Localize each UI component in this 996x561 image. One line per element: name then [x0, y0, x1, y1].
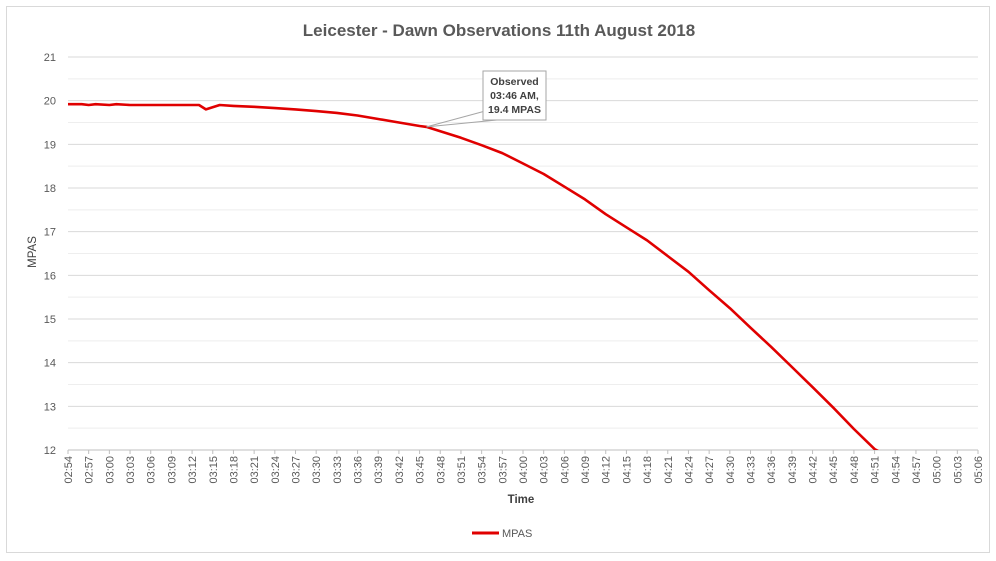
x-axis-ticks: 02:54 02:57 03:00 03:03 03:06 03:09 03:12 03:15…	[63, 450, 985, 484]
x-tick-label: 04:36	[766, 456, 778, 484]
x-tick-label: 04:33	[746, 456, 758, 484]
x-tick-label: 05:06	[973, 456, 985, 484]
x-tick-label: 04:18	[642, 456, 654, 484]
x-tick-label: 03:15	[208, 456, 220, 484]
x-tick-label: 04:09	[580, 456, 592, 484]
x-tick-label: 03:21	[249, 456, 261, 484]
x-tick-label: 03:03	[125, 456, 137, 484]
x-tick-label: 04:21	[663, 456, 675, 484]
annotation-box	[482, 70, 547, 121]
x-tick-label: 05:03	[952, 456, 964, 484]
y-tick-label: 14	[44, 358, 56, 370]
y-tick-label: 15	[44, 314, 56, 326]
x-tick-label: 03:57	[497, 456, 509, 484]
x-tick-label: 03:33	[332, 456, 344, 484]
y-tick-label: 13	[44, 401, 56, 413]
x-tick-label: 04:00	[518, 456, 530, 484]
x-tick-label: 04:15	[621, 456, 633, 484]
x-tick-label: 04:27	[704, 456, 716, 484]
x-tick-label: 04:12	[601, 456, 613, 484]
x-tick-label: 03:48	[435, 456, 447, 484]
x-tick-label: 04:51	[870, 456, 882, 484]
x-tick-label: 03:09	[166, 456, 178, 484]
y-tick-label: 19	[44, 139, 56, 151]
x-tick-label: 04:24	[683, 456, 695, 484]
x-tick-label: 03:00	[104, 456, 116, 484]
x-tick-label: 04:03	[539, 456, 551, 484]
annotation-leader	[426, 119, 498, 128]
y-tick-label: 12	[44, 445, 56, 457]
x-axis-label: Time	[508, 494, 535, 506]
x-tick-label: 03:24	[270, 456, 282, 484]
legend: MPAS	[472, 528, 532, 540]
y-tick-label: 21	[44, 52, 56, 64]
annotation-text: 03:46 AM,	[490, 90, 539, 102]
x-tick-label: 03:06	[146, 456, 158, 484]
x-tick-label: 04:48	[849, 456, 861, 484]
y-axis-ticks: 21 20 19 18 17 16 15 14 13 12	[44, 52, 56, 457]
x-tick-label: 03:18	[228, 456, 240, 484]
x-tick-label: 03:36	[353, 456, 365, 484]
x-tick-label: 04:57	[911, 456, 923, 484]
chart-title: Leicester - Dawn Observations 11th Augus…	[303, 21, 695, 40]
y-axis-label: MPAS	[27, 236, 39, 268]
series-line-mpas	[68, 102, 879, 450]
y-tick-label: 17	[44, 227, 56, 239]
x-tick-label: 05:00	[932, 456, 944, 484]
x-tick-label: 04:30	[725, 456, 737, 484]
y-tick-label: 16	[44, 270, 56, 282]
x-tick-label: 03:54	[477, 456, 489, 484]
annotation-text: 19.4 MPAS	[488, 104, 541, 116]
x-tick-label: 03:51	[456, 456, 468, 484]
x-tick-label: 04:45	[828, 456, 840, 484]
annotation-text: Observed	[490, 76, 538, 88]
x-tick-label: 02:57	[84, 456, 96, 484]
x-tick-label: 03:42	[394, 456, 406, 484]
x-tick-label: 03:45	[415, 456, 427, 484]
x-tick-label: 03:30	[311, 456, 323, 484]
y-tick-label: 20	[44, 96, 56, 108]
x-tick-label: 04:42	[808, 456, 820, 484]
x-tick-label: 04:39	[787, 456, 799, 484]
x-tick-label: 03:12	[187, 456, 199, 484]
x-tick-label: 04:54	[890, 456, 902, 484]
y-tick-label: 18	[44, 183, 56, 195]
annotation-leader	[426, 109, 490, 128]
series-group	[68, 102, 879, 450]
legend-label-mpas: MPAS	[502, 528, 532, 540]
x-tick-label: 03:27	[291, 456, 303, 484]
x-tick-label: 03:39	[373, 456, 385, 484]
x-tick-label: 02:54	[63, 456, 75, 484]
annotation: Observed 03:46 AM, 19.4 MPAS	[426, 70, 547, 128]
x-tick-label: 04:06	[559, 456, 571, 484]
